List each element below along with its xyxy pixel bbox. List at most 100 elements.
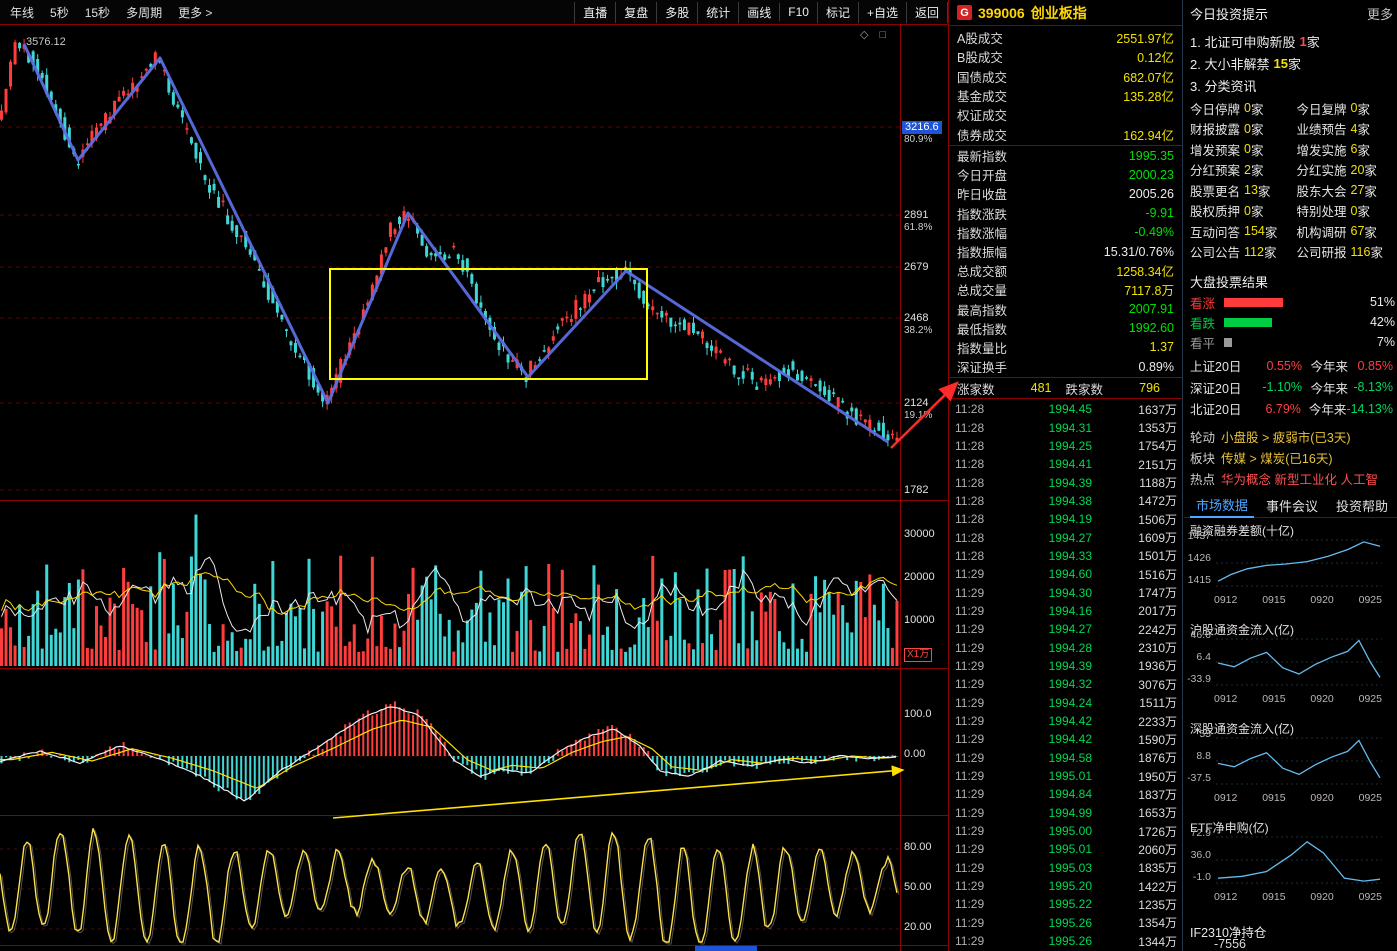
toolbar-button-3[interactable]: 统计 [697, 1, 738, 23]
tip-item-2[interactable]: 3. 分类资讯 [1184, 74, 1397, 96]
rotation-text: 小盘股 > 疲弱市(已3天) [1221, 431, 1351, 445]
tick-price: 1994.41 [1048, 457, 1092, 472]
toolbar-button-1[interactable]: 复盘 [615, 1, 656, 23]
tick-row: 11:28 1994.38 1472万 [949, 492, 1182, 510]
mini-x-labels: 0912 0915 0920 0925 [1214, 693, 1382, 705]
tips-title: 今日投资提示 [1190, 6, 1269, 22]
counter-cell[interactable]: 今日复牌 0 家 [1291, 98, 1397, 119]
tab-事件会议[interactable]: 事件会议 [1266, 499, 1319, 514]
stat-label: 指数量比 [957, 341, 1008, 356]
counter-suffix: 家 [1264, 225, 1278, 240]
rotation-text: 传媒 > 煤炭(已16天) [1221, 452, 1333, 466]
counter-cell[interactable]: 股票更名 13 家 [1184, 180, 1291, 201]
volume-axis-label: 20000 [904, 571, 935, 583]
tick-row: 11:29 1994.24 1511万 [949, 694, 1182, 712]
tab-市场数据[interactable]: 市场数据 [1190, 493, 1255, 518]
toolbar-button-4[interactable]: 画线 [738, 1, 779, 23]
rotation-label: 热点 [1190, 473, 1216, 487]
tick-price: 1994.27 [1048, 622, 1092, 637]
mini-y-label: 55 [1199, 728, 1211, 740]
mini-plot [1214, 535, 1384, 593]
counter-cell[interactable]: 公司研报 116 家 [1291, 242, 1397, 263]
tick-row: 11:29 1994.42 1590万 [949, 730, 1182, 748]
counter-cell[interactable]: 股东大会 27 家 [1291, 180, 1397, 201]
tip-text: 3. 分类资讯 [1190, 78, 1257, 94]
tip-item-1[interactable]: 2. 大小非解禁 15 家 [1184, 52, 1397, 74]
macd-chart[interactable] [0, 669, 900, 815]
tick-row: 11:29 1994.99 1653万 [949, 804, 1182, 822]
tick-time: 11:29 [955, 879, 985, 894]
perf-ytd-label: 今年来 [1310, 381, 1348, 396]
counter-cell[interactable]: 增发实施 6 家 [1291, 139, 1397, 160]
tick-volume: 1747万 [1138, 586, 1177, 601]
stock-name[interactable]: 创业板指 [1030, 4, 1087, 21]
vote-label: 看跌 [1190, 316, 1216, 331]
tip-suffix: 家 [1287, 56, 1301, 72]
market-stat-row: 基金成交 135.28亿 [949, 86, 1182, 105]
toolbar-period-1[interactable]: 5秒 [50, 5, 69, 20]
time-axis-highlight [695, 945, 757, 951]
mini-x-label: 0915 [1262, 792, 1286, 804]
toolbar-button-2[interactable]: 多股 [656, 1, 697, 23]
tick-row: 11:29 1994.16 2017万 [949, 602, 1182, 620]
toolbar-period-4[interactable]: 更多 > [178, 5, 213, 20]
counter-cell[interactable]: 公司公告 112 家 [1184, 242, 1291, 263]
stat-label: 最新指数 [957, 150, 1008, 165]
counter-cell[interactable]: 今日停牌 0 家 [1184, 98, 1291, 119]
volume-axis-label: 10000 [904, 614, 935, 626]
counter-cell[interactable]: 财报披露 0 家 [1184, 119, 1291, 140]
tick-row: 11:29 1995.01 1950万 [949, 767, 1182, 785]
toolbar-button-8[interactable]: 返回 [905, 1, 948, 23]
tick-row: 11:29 1994.42 2233万 [949, 712, 1182, 730]
tab-投资帮助[interactable]: 投资帮助 [1336, 499, 1389, 514]
counter-cell[interactable]: 股权质押 0 家 [1184, 201, 1291, 222]
mini-chart-1: 沪股通资金流入(亿) 46.6 6.4 -33.9 0912 0915 0920 0925 [1184, 621, 1397, 717]
counter-cell[interactable]: 机构调研 67 家 [1291, 221, 1397, 242]
stat-label: 基金成交 [957, 90, 1008, 105]
kdj-svg [0, 828, 900, 946]
toolbar-button-6[interactable]: 标记 [816, 1, 858, 23]
counter-cell[interactable]: 增发预案 0 家 [1184, 139, 1291, 160]
counter-label: 增发预案 [1190, 143, 1241, 158]
index-stat-row: 指数振幅 15.31/0.76% [949, 242, 1182, 261]
tick-time: 11:29 [955, 714, 985, 729]
toolbar-period-2[interactable]: 15秒 [84, 5, 111, 20]
toolbar-button-7[interactable]: +自选 [857, 1, 906, 23]
mini-y-label: 36.0 [1190, 849, 1211, 861]
tip-suffix: 家 [1306, 34, 1320, 50]
candlestick-chart[interactable] [0, 25, 900, 500]
toolbar-button-5[interactable]: F10 [779, 3, 817, 21]
diamond-tool-icon[interactable]: ◇ [860, 29, 869, 41]
counter-cell[interactable]: 业绩预告 4 家 [1291, 119, 1397, 140]
counter-value: 0 [1244, 121, 1251, 136]
toolbar-period-0[interactable]: 年线 [10, 5, 35, 20]
tick-time: 11:29 [955, 824, 985, 839]
tick-row: 11:29 1994.28 2310万 [949, 638, 1182, 656]
mini-y-label: 1437 [1187, 530, 1211, 542]
counter-cell[interactable]: 分红实施 20 家 [1291, 160, 1397, 181]
tick-volume: 2233万 [1138, 714, 1177, 729]
kdj-chart[interactable] [0, 816, 900, 946]
toolbar-period-3[interactable]: 多周期 [126, 5, 163, 20]
counter-cell[interactable]: 特别处理 0 家 [1291, 201, 1397, 222]
futures-value: -7556 [1214, 937, 1246, 951]
tick-time: 11:28 [955, 402, 985, 417]
counter-cell[interactable]: 互动问答 154 家 [1184, 221, 1291, 242]
tick-list[interactable]: 11:28 1994.45 1637万 11:28 1994.31 1353万 11:28 1… [949, 400, 1182, 951]
stat-value: 1258.34亿 [1116, 265, 1174, 280]
mini-x-label: 0912 [1214, 891, 1238, 903]
tip-item-0[interactable]: 1. 北证可申购新股 1 家 [1184, 30, 1397, 52]
counter-cell[interactable]: 分红预案 2 家 [1184, 160, 1291, 181]
tick-time: 11:29 [955, 567, 985, 582]
volume-chart[interactable] [0, 501, 900, 667]
tick-price: 1995.20 [1048, 879, 1092, 894]
toolbar-button-0[interactable]: 直播 [574, 1, 615, 23]
rotation-label: 轮动 [1190, 431, 1216, 445]
stock-code[interactable]: 399006 [978, 4, 1025, 21]
more-link[interactable]: 更多 [1366, 6, 1393, 22]
counter-label: 财报披露 [1190, 123, 1241, 138]
toolbar-period-group: 年线 5秒 15秒 多周期 更多 > [0, 4, 220, 21]
tick-time: 11:29 [955, 842, 985, 857]
window-tool-icon[interactable]: □ [879, 29, 887, 41]
fib-pct-label: 80.9% [904, 134, 933, 145]
